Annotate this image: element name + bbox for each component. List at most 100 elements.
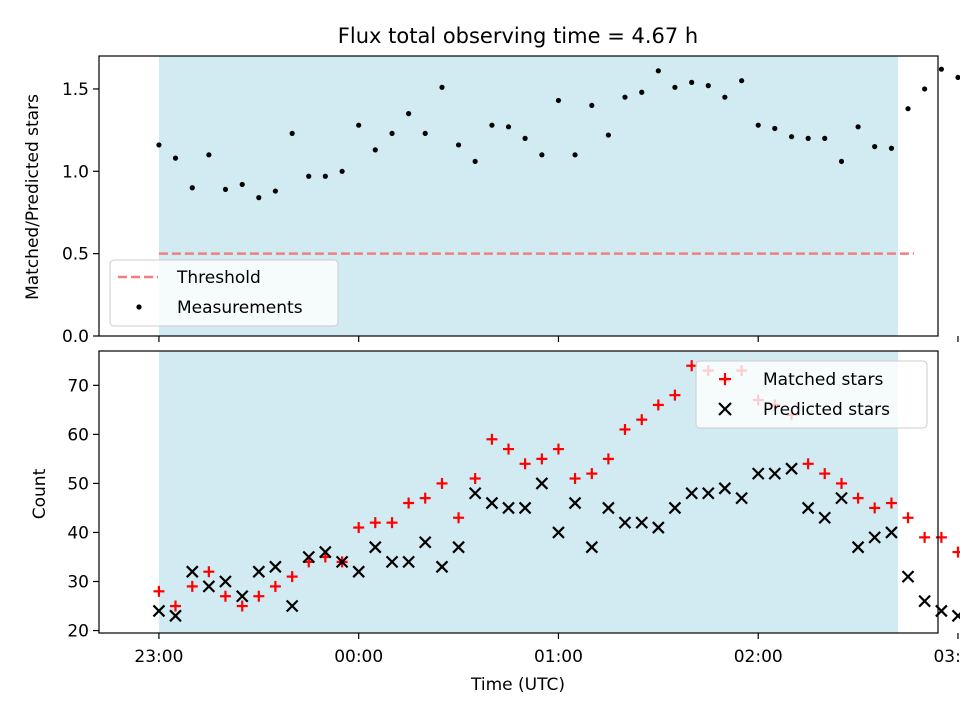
matched-star-point <box>386 517 398 529</box>
y-tick-label: 0.0 <box>62 327 89 347</box>
x-tick-label: 03:00 <box>933 647 960 667</box>
measurement-point <box>356 122 362 128</box>
matched-star-point <box>669 389 681 401</box>
matched-star-point <box>552 443 564 455</box>
matched-legend-swatch <box>719 373 731 385</box>
predicted-star-point <box>285 599 299 613</box>
matched-star-point <box>519 458 531 470</box>
predicted-star-point <box>851 540 865 554</box>
predicted-star-point <box>435 560 449 574</box>
matched-star-point <box>869 502 881 514</box>
predicted-star-mark-b <box>468 486 482 500</box>
predicted-star-mark-b <box>668 501 682 515</box>
measurement-point <box>455 142 462 148</box>
predicted-star-point <box>635 516 649 529</box>
predicted-star-mark-b <box>652 521 665 534</box>
ratio-legend-box <box>109 259 339 327</box>
predicted-star-point <box>418 535 432 549</box>
matched-star-point <box>469 473 481 485</box>
predicted-star-point <box>468 486 482 500</box>
matched-star-point <box>503 443 515 455</box>
predicted-star-mark-b <box>818 511 832 525</box>
predicted-star-mark-b <box>202 580 216 593</box>
matched-star-point <box>652 399 664 411</box>
predicted-star-point <box>485 496 499 510</box>
predicted-star-point <box>735 491 748 505</box>
ratio-panel: 0.0 0.5 1.0 1.5 Matched/Predicted stars Thr… <box>23 55 960 347</box>
predicted-star-point <box>335 555 349 569</box>
measurement-point <box>422 130 428 137</box>
axes-frame <box>98 350 939 634</box>
y-tick-label: 70 <box>67 376 89 396</box>
predicted-star-point <box>568 496 582 510</box>
measurement-point <box>672 84 678 90</box>
predicted-star-point <box>618 516 632 529</box>
predicted-star-mark-b <box>785 462 798 475</box>
measurement-point <box>955 74 960 81</box>
measurement-point <box>189 185 195 191</box>
predicted-star-point <box>186 565 199 578</box>
predicted-star-point <box>302 550 316 564</box>
matched-star-point <box>919 531 931 543</box>
measurement-point <box>838 158 845 165</box>
predicted-star-mark-b <box>452 540 465 554</box>
measurement-point <box>855 124 861 130</box>
matched-star-point <box>619 423 631 435</box>
predicted-star-point <box>652 521 665 534</box>
matched-star-point <box>153 585 165 597</box>
count-legend-box <box>695 360 928 429</box>
measurement-point <box>472 158 478 165</box>
matched-star-point <box>353 522 365 534</box>
predicted-star-mark-b <box>735 491 748 505</box>
y-tick-label: 40 <box>67 523 89 543</box>
measurement-point <box>256 195 262 201</box>
predicted-star-mark-b <box>269 560 282 574</box>
measurement-point <box>239 181 245 188</box>
predicted-star-point <box>319 545 332 559</box>
matched-star-point <box>453 512 465 524</box>
predicted-star-point <box>785 462 798 475</box>
predicted-legend-label: Predicted stars <box>763 400 890 420</box>
matched-star-point <box>802 458 814 470</box>
predicted-star-mark-b <box>685 486 698 500</box>
measurement-point <box>572 152 578 158</box>
predicted-star-mark-b <box>252 565 266 578</box>
measurement-point <box>772 125 778 132</box>
predicted-star-point <box>701 486 715 500</box>
measurement-point <box>156 142 162 148</box>
matched-star-point <box>819 468 831 480</box>
predicted-star-mark-b <box>585 540 599 554</box>
predicted-star-mark-b <box>768 467 782 480</box>
matched-star-point <box>369 517 381 529</box>
predicted-star-point <box>402 555 415 569</box>
predicted-star-mark-b <box>285 599 299 613</box>
predicted-star-mark-b <box>302 550 316 564</box>
predicted-star-mark-b <box>951 612 960 623</box>
predicted-star-mark-b <box>235 589 249 603</box>
predicted-star-point <box>918 594 931 608</box>
matched-star-point <box>419 492 431 504</box>
predicted-star-point <box>518 501 532 515</box>
measurement-point <box>522 135 528 141</box>
measurement-point <box>389 130 395 137</box>
measurements-legend-label: Measurements <box>177 298 303 318</box>
measurement-point <box>206 152 212 158</box>
matched-star-point <box>902 512 914 524</box>
measurement-point <box>172 155 179 161</box>
predicted-star-point <box>352 565 365 578</box>
predicted-star-mark-b <box>385 555 399 569</box>
measurements-legend-swatch <box>136 304 142 310</box>
predicted-star-point <box>535 477 549 490</box>
predicted-star-mark-b <box>618 516 632 529</box>
count-axes: 20 30 40 50 60 70 23:00 00:00 01:00 02:00 03:00 <box>67 350 960 667</box>
predicted-star-mark-b <box>485 496 499 510</box>
predicted-star-point <box>169 609 182 623</box>
measurement-point <box>872 143 878 150</box>
predicted-star-mark-b <box>435 560 449 574</box>
ratio-axes: 0.0 0.5 1.0 1.5 <box>62 55 959 347</box>
measurement-point <box>655 68 661 74</box>
predicted-star-mark-b <box>901 570 915 583</box>
predicted-star-mark-b <box>835 491 848 505</box>
predicted-star-mark-b <box>718 482 732 495</box>
